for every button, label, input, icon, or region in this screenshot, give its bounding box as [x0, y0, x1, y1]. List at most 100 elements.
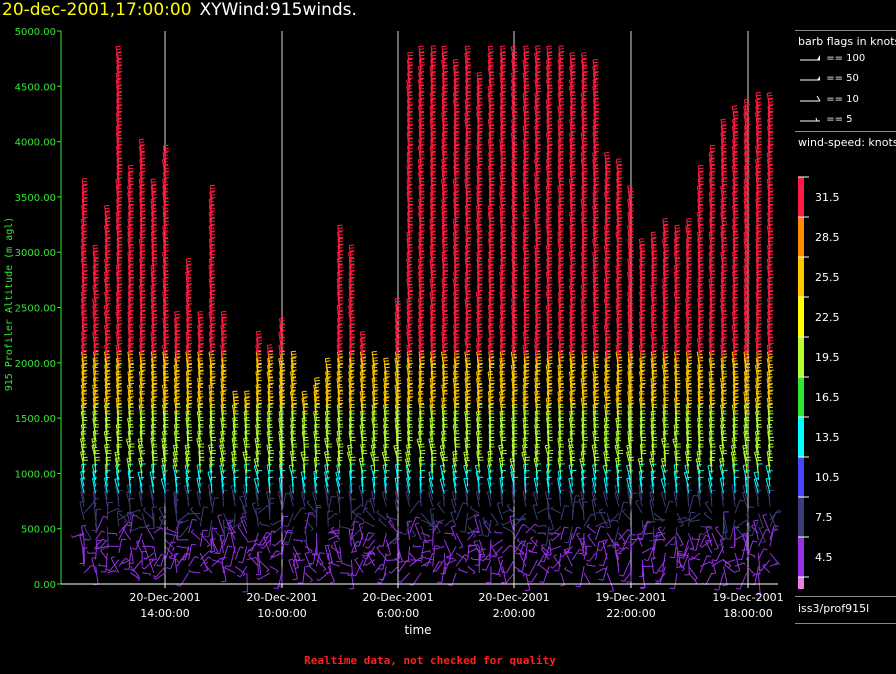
wind-barb-feather — [442, 433, 447, 435]
wind-barb-feather — [267, 433, 273, 435]
wind-barb-feather — [105, 402, 111, 405]
wind-barb-feather — [245, 396, 251, 398]
wind-barb-feather — [372, 366, 378, 369]
wind-barb-feather — [163, 296, 169, 299]
wind-barb — [160, 478, 166, 494]
wind-barb — [80, 385, 85, 401]
wind-barb-feather — [186, 413, 192, 415]
wind-barb-feather — [407, 181, 413, 183]
wind-barb-feather — [333, 540, 339, 543]
wind-barb — [131, 513, 143, 521]
wind-barb — [138, 239, 143, 255]
wind-barb-feather — [194, 556, 199, 559]
wind-barb-feather — [204, 561, 208, 565]
wind-barb — [139, 205, 143, 222]
wind-barb — [139, 484, 143, 500]
wind-barb — [104, 371, 108, 388]
wind-barb-feather — [186, 293, 192, 296]
wind-barb-feather — [450, 511, 456, 514]
wind-barb-feather — [162, 161, 168, 163]
wind-barb — [274, 539, 283, 547]
wind-barb-feather — [116, 349, 122, 352]
wind-barb-feather — [139, 400, 145, 402]
wind-barb-feather — [209, 456, 215, 459]
wind-barb-feather — [407, 234, 412, 236]
wind-barb — [162, 391, 166, 408]
wind-barb-feather — [186, 336, 192, 339]
wind-barb-feather — [418, 327, 424, 329]
wind-barb — [162, 351, 166, 368]
wind-barb-feather — [244, 393, 250, 395]
wind-barb — [115, 305, 120, 321]
wind-barb-feather — [407, 167, 413, 170]
wind-barb-feather — [301, 390, 307, 393]
wind-barb-feather — [117, 270, 123, 272]
wind-barb-feather — [280, 323, 286, 325]
wind-barb-feather — [372, 476, 378, 479]
wind-barb — [230, 546, 236, 567]
wind-barb-feather — [349, 303, 355, 305]
wind-barb — [92, 299, 97, 315]
wind-barb-feather — [176, 560, 180, 563]
wind-barb — [80, 478, 85, 494]
wind-barb-feather — [186, 309, 192, 312]
wind-barb-feather — [149, 558, 154, 561]
wind-barb-feather — [209, 551, 215, 553]
wind-barb-feather — [291, 353, 297, 355]
wind-barb — [239, 497, 248, 514]
wind-barb-feather — [175, 316, 181, 319]
wind-barb-feather — [151, 201, 157, 203]
wind-barb — [251, 503, 259, 521]
wind-barb-feather — [419, 48, 425, 50]
wind-barb-feather — [227, 545, 233, 548]
wind-barb — [318, 572, 329, 582]
wind-barb-feather — [210, 230, 215, 232]
wind-barb-feather — [418, 300, 424, 303]
wind-barb — [158, 508, 166, 521]
wind-barb-feather — [116, 336, 122, 339]
wind-barb-feather — [378, 578, 384, 581]
wind-barb-feather — [105, 263, 111, 266]
wind-barb-feather — [104, 327, 110, 329]
wind-barb-feather — [162, 151, 168, 154]
wind-barb-feather — [93, 250, 99, 252]
wind-barb-feather — [407, 58, 413, 61]
wind-barb — [114, 479, 120, 494]
wind-barb-feather — [151, 203, 157, 206]
wind-barb-feather — [419, 270, 425, 272]
wind-barb — [141, 539, 149, 558]
wind-barb-feather — [93, 413, 99, 415]
wind-barb — [80, 451, 85, 467]
wind-barb-feather — [385, 514, 388, 518]
wind-barb — [116, 252, 120, 268]
wind-barb — [141, 513, 147, 527]
wind-barb — [130, 565, 140, 578]
wind-barb-feather — [291, 386, 296, 389]
wind-barb-feather — [464, 554, 468, 557]
wind-barb — [116, 59, 120, 76]
wind-barb-feather — [209, 270, 215, 272]
wind-barb-feather — [272, 543, 275, 547]
wind-barb — [241, 513, 248, 527]
wind-barb-feather — [79, 534, 85, 536]
wind-barb-feather — [174, 426, 180, 429]
wind-barb-feather — [93, 303, 99, 305]
wind-barb — [93, 278, 97, 295]
wind-barb-feather — [453, 460, 459, 462]
wind-barb — [162, 371, 166, 388]
wind-barb — [116, 86, 120, 102]
wind-barb-feather — [291, 356, 297, 358]
wind-barb — [153, 553, 162, 567]
wind-barb-feather — [255, 557, 258, 560]
wind-barb — [421, 532, 430, 537]
wind-barb-feather — [453, 426, 459, 429]
wind-barb-feather — [174, 400, 180, 402]
wind-barb — [155, 565, 166, 578]
wind-barb — [149, 472, 155, 487]
wind-barb-feather — [186, 307, 192, 309]
wind-barb-feather — [450, 557, 455, 560]
wind-barb-feather — [284, 541, 289, 544]
wind-barb-feather — [290, 453, 296, 455]
wind-barb-feather — [209, 340, 215, 342]
wind-barb — [104, 411, 108, 427]
